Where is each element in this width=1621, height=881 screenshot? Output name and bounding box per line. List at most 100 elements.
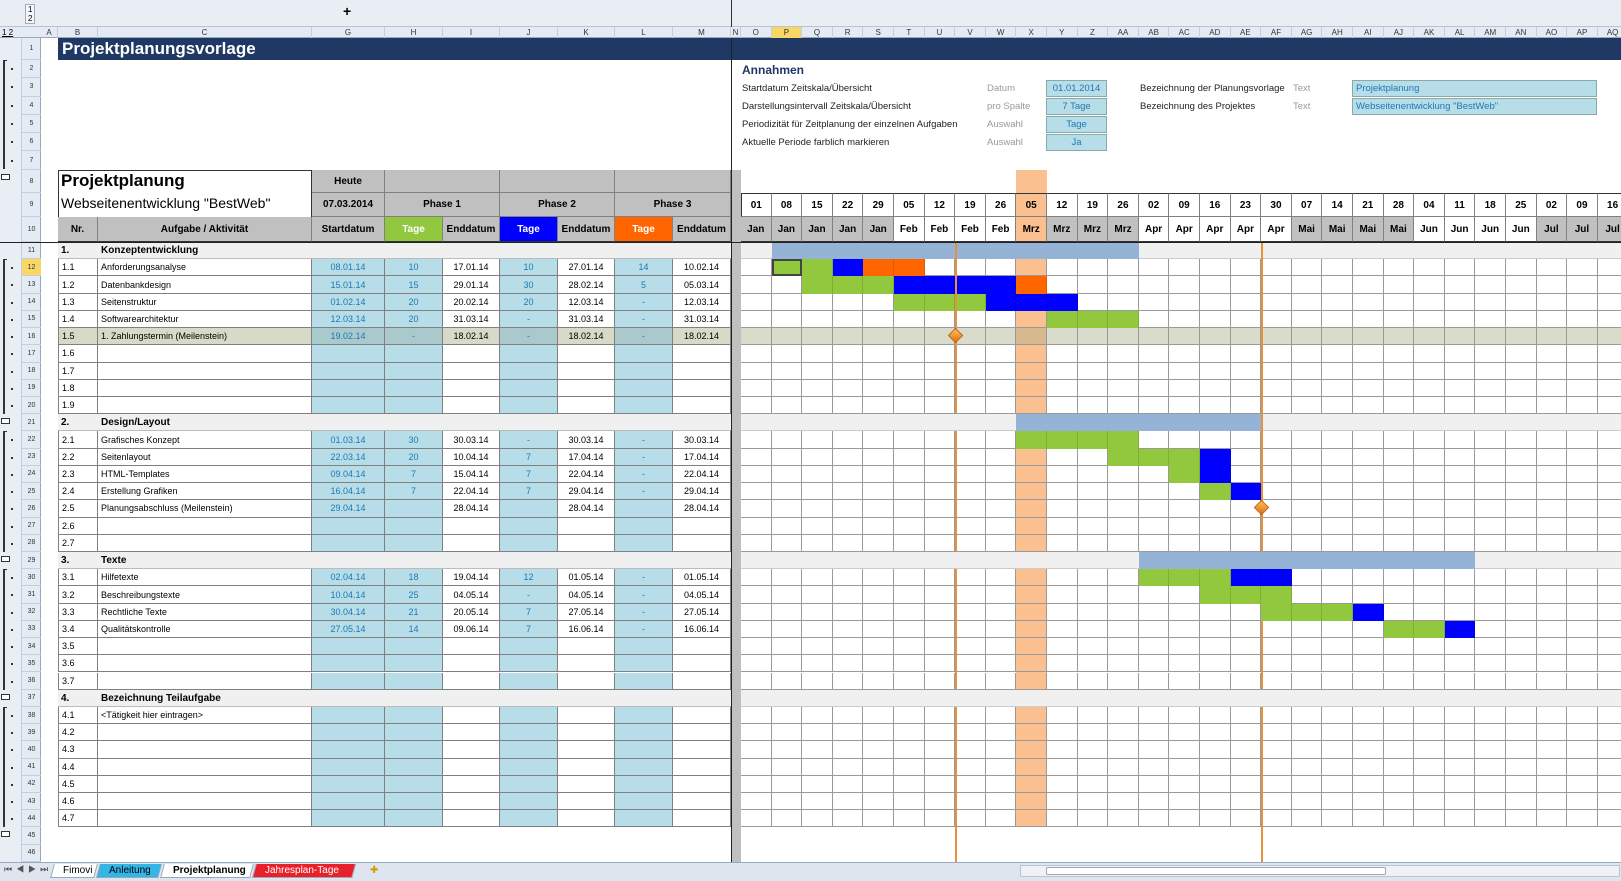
row-header[interactable]: 16 [22,328,41,346]
gantt-cell[interactable] [1077,293,1109,311]
gantt-cell[interactable] [1322,483,1353,501]
gantt-cell[interactable] [924,724,956,742]
gantt-cell[interactable] [1475,810,1506,828]
gantt-cell[interactable] [1200,706,1231,725]
task-cell-e2[interactable]: 18.02.14 [558,328,615,346]
gantt-cell[interactable] [863,706,894,725]
gantt-cell[interactable] [1383,793,1415,811]
row-header[interactable]: 40 [22,741,41,759]
selected-cell[interactable] [771,259,803,277]
row-header[interactable]: 7 [22,152,41,170]
gantt-cell[interactable] [924,362,956,380]
gantt-cell[interactable] [985,396,1017,415]
gantt-cell[interactable] [1444,465,1476,484]
gantt-cell[interactable] [1383,328,1415,346]
gantt-cell[interactable] [1016,259,1047,277]
task-cell-d2[interactable] [500,345,558,363]
gantt-cell[interactable] [1506,328,1537,346]
gantt-cell[interactable] [1108,396,1139,415]
gantt-cell[interactable] [1138,724,1170,742]
task-cell-e2[interactable]: 16.06.14 [558,620,615,639]
task-cell-e1[interactable] [443,724,500,742]
task-cell-nr[interactable]: 4.4 [58,758,98,776]
gantt-cell[interactable] [985,706,1017,725]
gantt-cell[interactable] [894,534,925,552]
task-cell-e2[interactable] [558,775,615,794]
gantt-cell[interactable] [741,259,772,277]
gantt-cell[interactable] [1291,758,1323,776]
task-cell-task[interactable]: <Tätigkeit hier eintragen> [98,706,312,725]
gantt-cell[interactable] [1200,620,1231,639]
gantt-cell[interactable] [1444,259,1476,277]
gantt-cell[interactable] [1536,396,1568,415]
gantt-cell[interactable] [741,328,772,346]
task-cell-e3[interactable]: 28.04.14 [673,500,731,518]
gantt-cell[interactable] [1047,586,1078,604]
gantt-cell[interactable] [1444,276,1476,294]
gantt-cell[interactable] [985,758,1017,776]
column-header[interactable]: O [741,27,772,38]
task-cell-d3[interactable]: - [615,431,673,449]
gantt-cell[interactable] [1353,431,1384,449]
gantt-cell[interactable] [1077,603,1109,621]
gantt-cell[interactable] [1261,500,1292,518]
gantt-cell[interactable] [1230,328,1262,346]
column-header[interactable]: AN [1506,27,1537,38]
gantt-cell[interactable] [1506,259,1537,277]
gantt-cell[interactable] [985,431,1017,449]
section-title[interactable]: Design/Layout [101,417,170,429]
gantt-cell[interactable] [1597,345,1621,363]
gantt-cell[interactable] [1475,396,1506,415]
gantt-cell[interactable] [1138,638,1170,656]
gantt-cell[interactable] [1230,706,1262,725]
task-cell-e2[interactable] [558,810,615,828]
gantt-cell[interactable] [1322,586,1353,604]
gantt-cell[interactable] [832,655,864,673]
gantt-cell[interactable] [955,500,986,518]
task-cell-d1[interactable]: 14 [385,620,443,639]
gantt-cell[interactable] [1383,569,1415,587]
gantt-cell[interactable] [1353,500,1384,518]
gantt-cell[interactable] [1261,293,1292,311]
gantt-cell[interactable] [1444,586,1476,604]
gantt-cell[interactable] [1016,500,1047,518]
gantt-cell[interactable] [924,672,956,690]
gantt-cell[interactable] [1353,448,1384,466]
gantt-cell[interactable] [771,362,803,380]
task-cell-start[interactable]: 10.04.14 [312,586,385,604]
gantt-cell[interactable] [1169,741,1200,759]
task-cell-nr[interactable]: 1.5 [58,328,98,346]
gantt-cell[interactable] [924,517,956,535]
gantt-cell[interactable] [1200,362,1231,380]
task-cell-e2[interactable] [558,793,615,811]
gantt-cell[interactable] [1200,396,1231,415]
gantt-cell[interactable] [863,310,894,329]
gantt-cell[interactable] [1230,293,1262,311]
gantt-cell[interactable] [802,672,833,690]
gantt-cell[interactable] [1353,706,1384,725]
gantt-cell[interactable] [1077,569,1109,587]
gantt-cell[interactable] [1444,810,1476,828]
gantt-cell[interactable] [1353,310,1384,329]
gantt-cell[interactable] [1475,448,1506,466]
gantt-cell[interactable] [1261,775,1292,794]
gantt-cell[interactable] [955,793,986,811]
task-cell-task[interactable]: Hilfetexte [98,569,312,587]
gantt-cell[interactable] [802,517,833,535]
gantt-cell[interactable] [1597,500,1621,518]
gantt-cell[interactable] [771,310,803,329]
gantt-cell[interactable] [1138,758,1170,776]
gantt-cell[interactable] [1475,500,1506,518]
gantt-cell[interactable] [771,793,803,811]
task-cell-e1[interactable] [443,672,500,690]
gantt-cell[interactable] [1444,483,1476,501]
gantt-cell[interactable] [1108,586,1139,604]
task-cell-start[interactable]: 01.03.14 [312,431,385,449]
task-cell-d3[interactable] [615,655,673,673]
gantt-cell[interactable] [1291,310,1323,329]
row-header[interactable]: 22 [22,431,41,449]
gantt-cell[interactable] [1261,396,1292,415]
gantt-cell[interactable] [832,517,864,535]
task-cell-d1[interactable] [385,362,443,380]
gantt-cell[interactable] [955,569,986,587]
